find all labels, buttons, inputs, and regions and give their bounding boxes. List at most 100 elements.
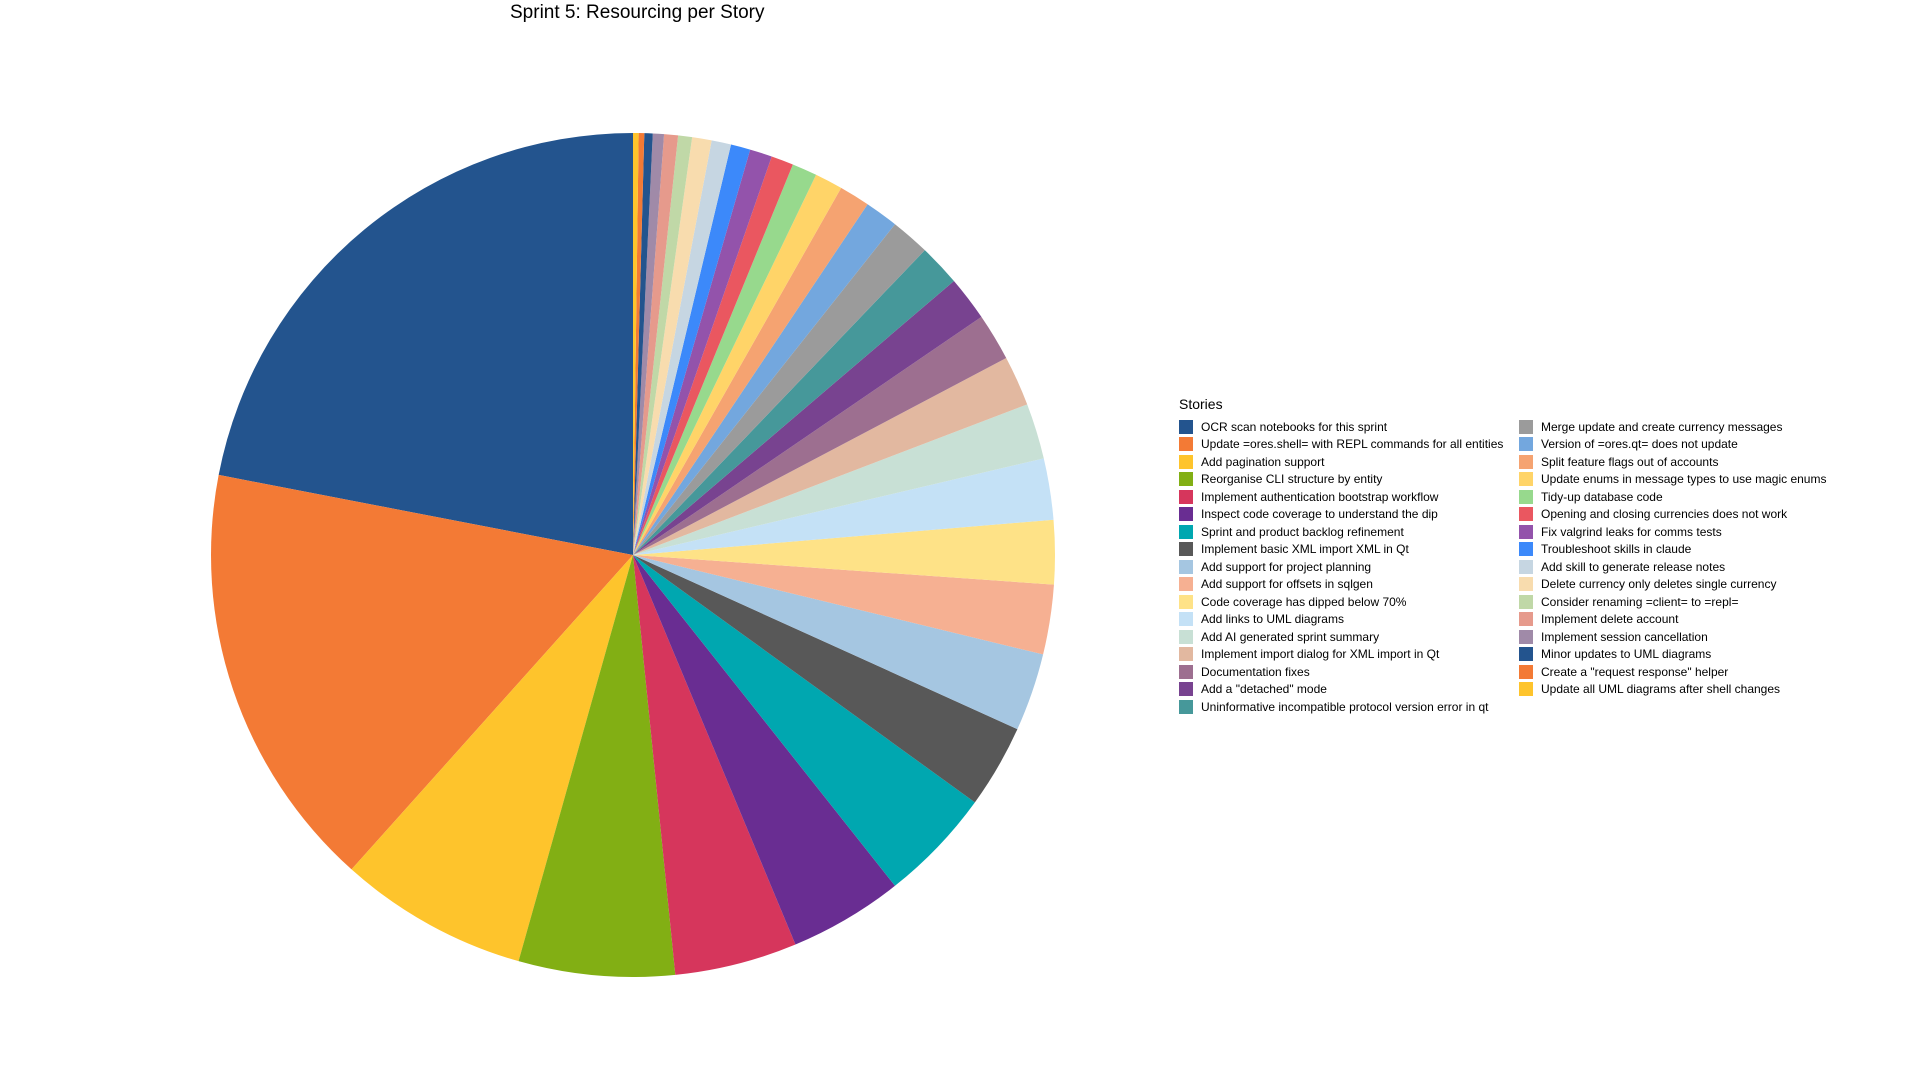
legend-swatch (1519, 472, 1533, 487)
pie-slice-20 (633, 187, 868, 555)
legend-label: Update enums in message types to use mag… (1541, 472, 1827, 487)
legend-column-left: OCR scan notebooks for this sprint Update… (1177, 418, 1509, 716)
legend-label: Add support for project planning (1201, 559, 1372, 574)
legend-item: Add support for offsets in sqlgen (1177, 576, 1509, 594)
legend-swatch (1519, 629, 1533, 644)
pie-slice-13 (633, 404, 1044, 555)
pie-slice-14 (633, 358, 1028, 555)
legend-item: Update all UML diagrams after shell chan… (1517, 681, 1826, 699)
legend-label: Implement session cancellation (1541, 629, 1708, 644)
legend-swatch (1519, 489, 1533, 504)
legend-swatch (1179, 577, 1193, 592)
legend-label: Implement authentication bootstrap workf… (1201, 489, 1439, 504)
legend-swatch (1519, 542, 1533, 557)
legend-label: Implement basic XML import XML in Qt (1201, 542, 1409, 557)
legend-swatch (1179, 524, 1193, 539)
legend-swatch (1519, 524, 1533, 539)
legend-item: Reorganise CLI structure by entity (1177, 471, 1509, 489)
pie-slice-1 (218, 133, 634, 555)
legend-swatch (1179, 542, 1193, 557)
legend-item: Minor updates to UML diagrams (1517, 646, 1826, 664)
legend-item: Delete currency only deletes single curr… (1517, 576, 1826, 594)
legend-label: Add AI generated sprint summary (1201, 629, 1380, 644)
legend-title: Stories (1179, 396, 1223, 412)
legend-item: Update enums in message types to use mag… (1517, 471, 1826, 489)
pie-slice-33 (633, 133, 639, 555)
legend-item: Consider renaming =client= to =repl= (1517, 593, 1826, 611)
legend-item: Fix valgrind leaks for comms tests (1517, 523, 1826, 541)
legend-item: OCR scan notebooks for this sprint (1177, 418, 1509, 436)
legend-item: Code coverage has dipped below 70% (1177, 593, 1509, 611)
legend-label: Troubleshoot skills in claude (1541, 542, 1692, 557)
pie-slice-11 (633, 519, 1056, 585)
legend-swatch (1179, 647, 1193, 662)
legend-item: Update =ores.shell= with REPL commands f… (1177, 436, 1509, 454)
legend-item: Add pagination support (1177, 453, 1509, 471)
pie-slice-25 (633, 144, 751, 556)
legend-swatch (1519, 664, 1533, 679)
legend-swatch (1179, 437, 1193, 452)
legend-swatch (1179, 629, 1193, 644)
legend-swatch (1179, 682, 1193, 697)
legend-item: Uninformative incompatible protocol vers… (1177, 698, 1509, 716)
pie-slice-15 (633, 316, 1007, 555)
legend-swatch (1179, 559, 1193, 574)
pie-slice-6 (633, 555, 896, 945)
legend-item: Merge update and create currency message… (1517, 418, 1826, 436)
legend-swatch (1179, 699, 1193, 714)
legend-label: Minor updates to UML diagrams (1541, 647, 1712, 662)
legend-swatch (1519, 419, 1533, 434)
legend-label: Delete currency only deletes single curr… (1541, 577, 1777, 592)
legend-swatch (1179, 507, 1193, 522)
pie-slice-4 (518, 555, 676, 977)
legend-swatch (1179, 612, 1193, 627)
pie-slice-27 (633, 137, 712, 556)
pie-slice-7 (633, 555, 975, 886)
legend-swatch (1519, 682, 1533, 697)
legend-label: Code coverage has dipped below 70% (1201, 594, 1407, 609)
legend-item: Add a "detached" mode (1177, 681, 1509, 699)
legend-item: Add links to UML diagrams (1177, 611, 1509, 629)
legend-item: Add support for project planning (1177, 558, 1509, 576)
legend-swatch (1519, 612, 1533, 627)
pie-slice-29 (633, 134, 679, 555)
pie-slice-16 (633, 280, 982, 555)
pie-slice-23 (633, 156, 793, 555)
pie-slice-5 (633, 555, 796, 975)
legend-label: Implement delete account (1541, 612, 1679, 627)
legend-label: Opening and closing currencies does not … (1541, 507, 1788, 522)
legend-label: Uninformative incompatible protocol vers… (1201, 699, 1489, 714)
legend-column-right: Merge update and create currency message… (1517, 418, 1826, 716)
pie-slice-21 (633, 174, 842, 556)
legend-label: Inspect code coverage to understand the … (1201, 507, 1438, 522)
legend-label: Add support for offsets in sqlgen (1201, 577, 1373, 592)
legend-label: Create a "request response" helper (1541, 664, 1729, 679)
legend-item: Version of =ores.qt= does not update (1517, 436, 1826, 454)
pie-slice-8 (633, 555, 1018, 803)
legend-swatch (1519, 647, 1533, 662)
legend-swatch (1179, 454, 1193, 469)
legend-swatch (1179, 489, 1193, 504)
legend-label: Version of =ores.qt= does not update (1541, 437, 1738, 452)
pie-slice-28 (633, 135, 693, 556)
legend-swatch (1179, 664, 1193, 679)
legend: Stories OCR scan notebooks for this spri… (1177, 396, 1826, 716)
legend-item: Implement import dialog for XML import i… (1177, 646, 1509, 664)
legend-item: Implement session cancellation (1517, 628, 1826, 646)
pie-slice-31 (633, 133, 653, 555)
legend-item: Inspect code coverage to understand the … (1177, 506, 1509, 524)
legend-label: Add a "detached" mode (1201, 682, 1327, 697)
legend-label: OCR scan notebooks for this sprint (1201, 419, 1388, 434)
legend-label: Add links to UML diagrams (1201, 612, 1344, 627)
pie-slice-30 (633, 133, 665, 555)
legend-item: Implement delete account (1517, 611, 1826, 629)
pie-slice-18 (633, 224, 925, 555)
legend-item: Split feature flags out of accounts (1517, 453, 1826, 471)
pie-slice-22 (633, 164, 817, 555)
legend-swatch (1179, 419, 1193, 434)
legend-item: Add AI generated sprint summary (1177, 628, 1509, 646)
legend-item: Opening and closing currencies does not … (1517, 506, 1826, 524)
pie-slice-12 (633, 458, 1054, 555)
legend-swatch (1519, 577, 1533, 592)
